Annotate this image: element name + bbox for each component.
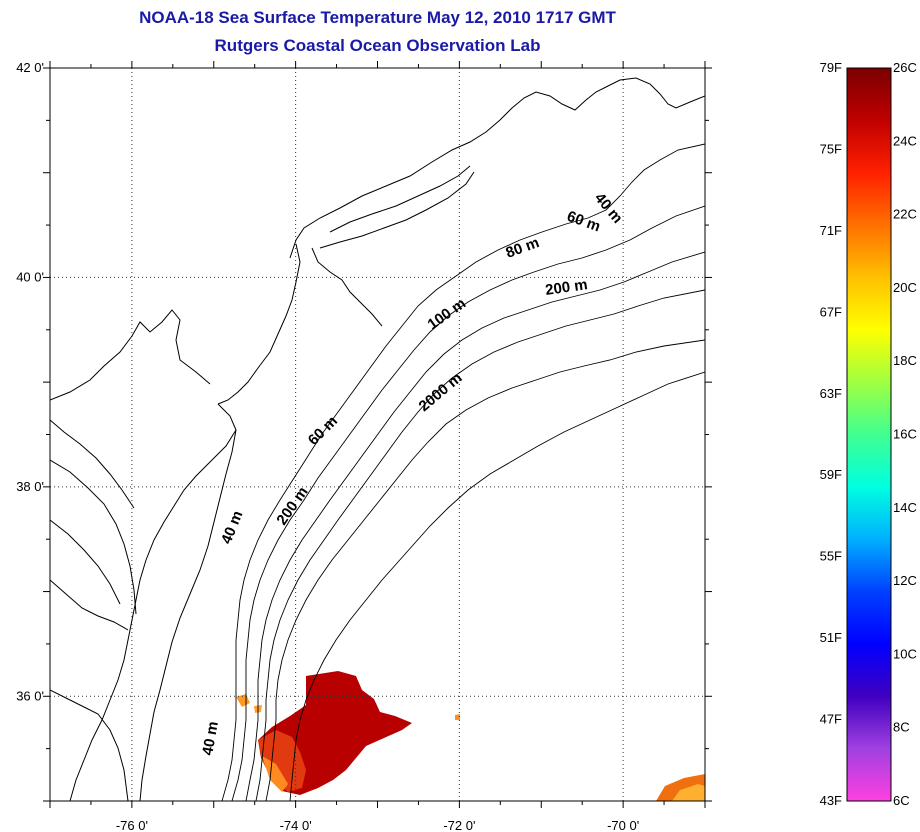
contour-2000m: [289, 371, 705, 801]
colorbar-c-label: 26C: [893, 60, 917, 75]
colorbar-c-label: 16C: [893, 427, 917, 442]
depth-label: 200 m: [273, 484, 311, 529]
colorbar-c-label: 12C: [893, 573, 917, 588]
coast-long-island-north: [329, 165, 471, 233]
depth-label: 60 m: [305, 413, 341, 449]
colorbar-gradient: [846, 67, 892, 802]
coast-new-england: [289, 77, 705, 259]
colorbar-celsius-labels: 26C 24C 22C 20C 18C 16C 14C 12C 10C 8C 6…: [893, 60, 917, 808]
colorbar-f-label: 55F: [820, 549, 842, 564]
contour-80m: [245, 251, 705, 801]
colorbar-c-label: 22C: [893, 207, 917, 222]
sst-patch-small-1: [236, 694, 250, 707]
coast-rappahannock: [50, 519, 121, 605]
latitude-labels: 42 0' 40 0' 38 0' 36 0': [16, 60, 44, 703]
colorbar-c-label: 8C: [893, 720, 910, 735]
map-subtitle: Rutgers Coastal Ocean Observation Lab: [214, 36, 541, 55]
sst-patches: [236, 671, 705, 801]
colorbar-c-label: 10C: [893, 646, 917, 661]
lat-label: 38 0': [16, 479, 44, 494]
depth-label: 80 m: [504, 234, 542, 262]
colorbar-f-label: 79F: [820, 60, 842, 75]
sst-patch-small-3: [455, 714, 460, 720]
colorbar-f-label: 59F: [820, 467, 842, 482]
lat-label: 42 0': [16, 60, 44, 75]
colorbar-c-label: 24C: [893, 133, 917, 148]
depth-labels: 40 m 60 m 80 m 200 m 100 m 2000 m 60 m 2…: [199, 190, 626, 757]
lat-label: 40 0': [16, 269, 44, 284]
bathymetry-contours: [221, 143, 705, 801]
depth-label: 60 m: [565, 208, 603, 236]
coast-james: [50, 579, 129, 631]
contour-100m: [255, 289, 705, 801]
coast-potomac: [50, 419, 135, 509]
lon-label: -72 0': [443, 818, 475, 832]
colorbar-f-label: 47F: [820, 712, 842, 727]
colorbar: 79F 75F 71F 67F 63F 59F 55F 51F 47F 43F …: [820, 60, 917, 808]
axis-ticks: [43, 61, 712, 808]
coast-carolina: [50, 689, 129, 801]
lon-label: -74 0': [280, 818, 312, 832]
coast-jersey: [217, 243, 301, 405]
colorbar-f-label: 43F: [820, 793, 842, 808]
colorbar-fahrenheit-labels: 79F 75F 71F 67F 63F 59F 55F 51F 47F 43F: [820, 60, 842, 808]
sst-patch-west-warm: [258, 730, 306, 792]
depth-label: 40 m: [199, 720, 222, 757]
map-title: NOAA-18 Sea Surface Temperature May 12, …: [139, 8, 616, 27]
sst-patch-southeast-light: [672, 784, 705, 801]
lat-label: 36 0': [16, 688, 44, 703]
colorbar-c-label: 20C: [893, 280, 917, 295]
contour-40m: [221, 143, 705, 801]
depth-label: 100 m: [425, 295, 470, 333]
colorbar-c-label: 14C: [893, 500, 917, 515]
sst-patch-west-orange: [262, 756, 288, 792]
coast-delmarva: [139, 429, 237, 801]
colorbar-f-label: 75F: [820, 141, 842, 156]
depth-label: 40 m: [218, 508, 247, 546]
depth-label: 200 m: [544, 276, 588, 299]
contour-200m: [265, 339, 705, 801]
coast-chesapeake-west: [50, 309, 211, 401]
coast-jersey-inner: [311, 247, 383, 327]
colorbar-c-label: 6C: [893, 793, 910, 808]
colorbar-c-label: 18C: [893, 353, 917, 368]
coast-delaware-bay: [69, 403, 237, 801]
lon-label: -76 0': [116, 818, 148, 832]
colorbar-f-label: 67F: [820, 304, 842, 319]
colorbar-f-label: 71F: [820, 223, 842, 238]
lon-label: -70 0': [607, 818, 639, 832]
coastline: [50, 77, 705, 801]
coast-long-island-south: [319, 171, 475, 249]
longitude-labels: -76 0' -74 0' -72 0' -70 0': [116, 818, 639, 832]
coast-chesapeake-inner: [50, 459, 137, 615]
colorbar-f-label: 63F: [820, 386, 842, 401]
colorbar-f-label: 51F: [820, 630, 842, 645]
contour-60m: [231, 205, 705, 801]
